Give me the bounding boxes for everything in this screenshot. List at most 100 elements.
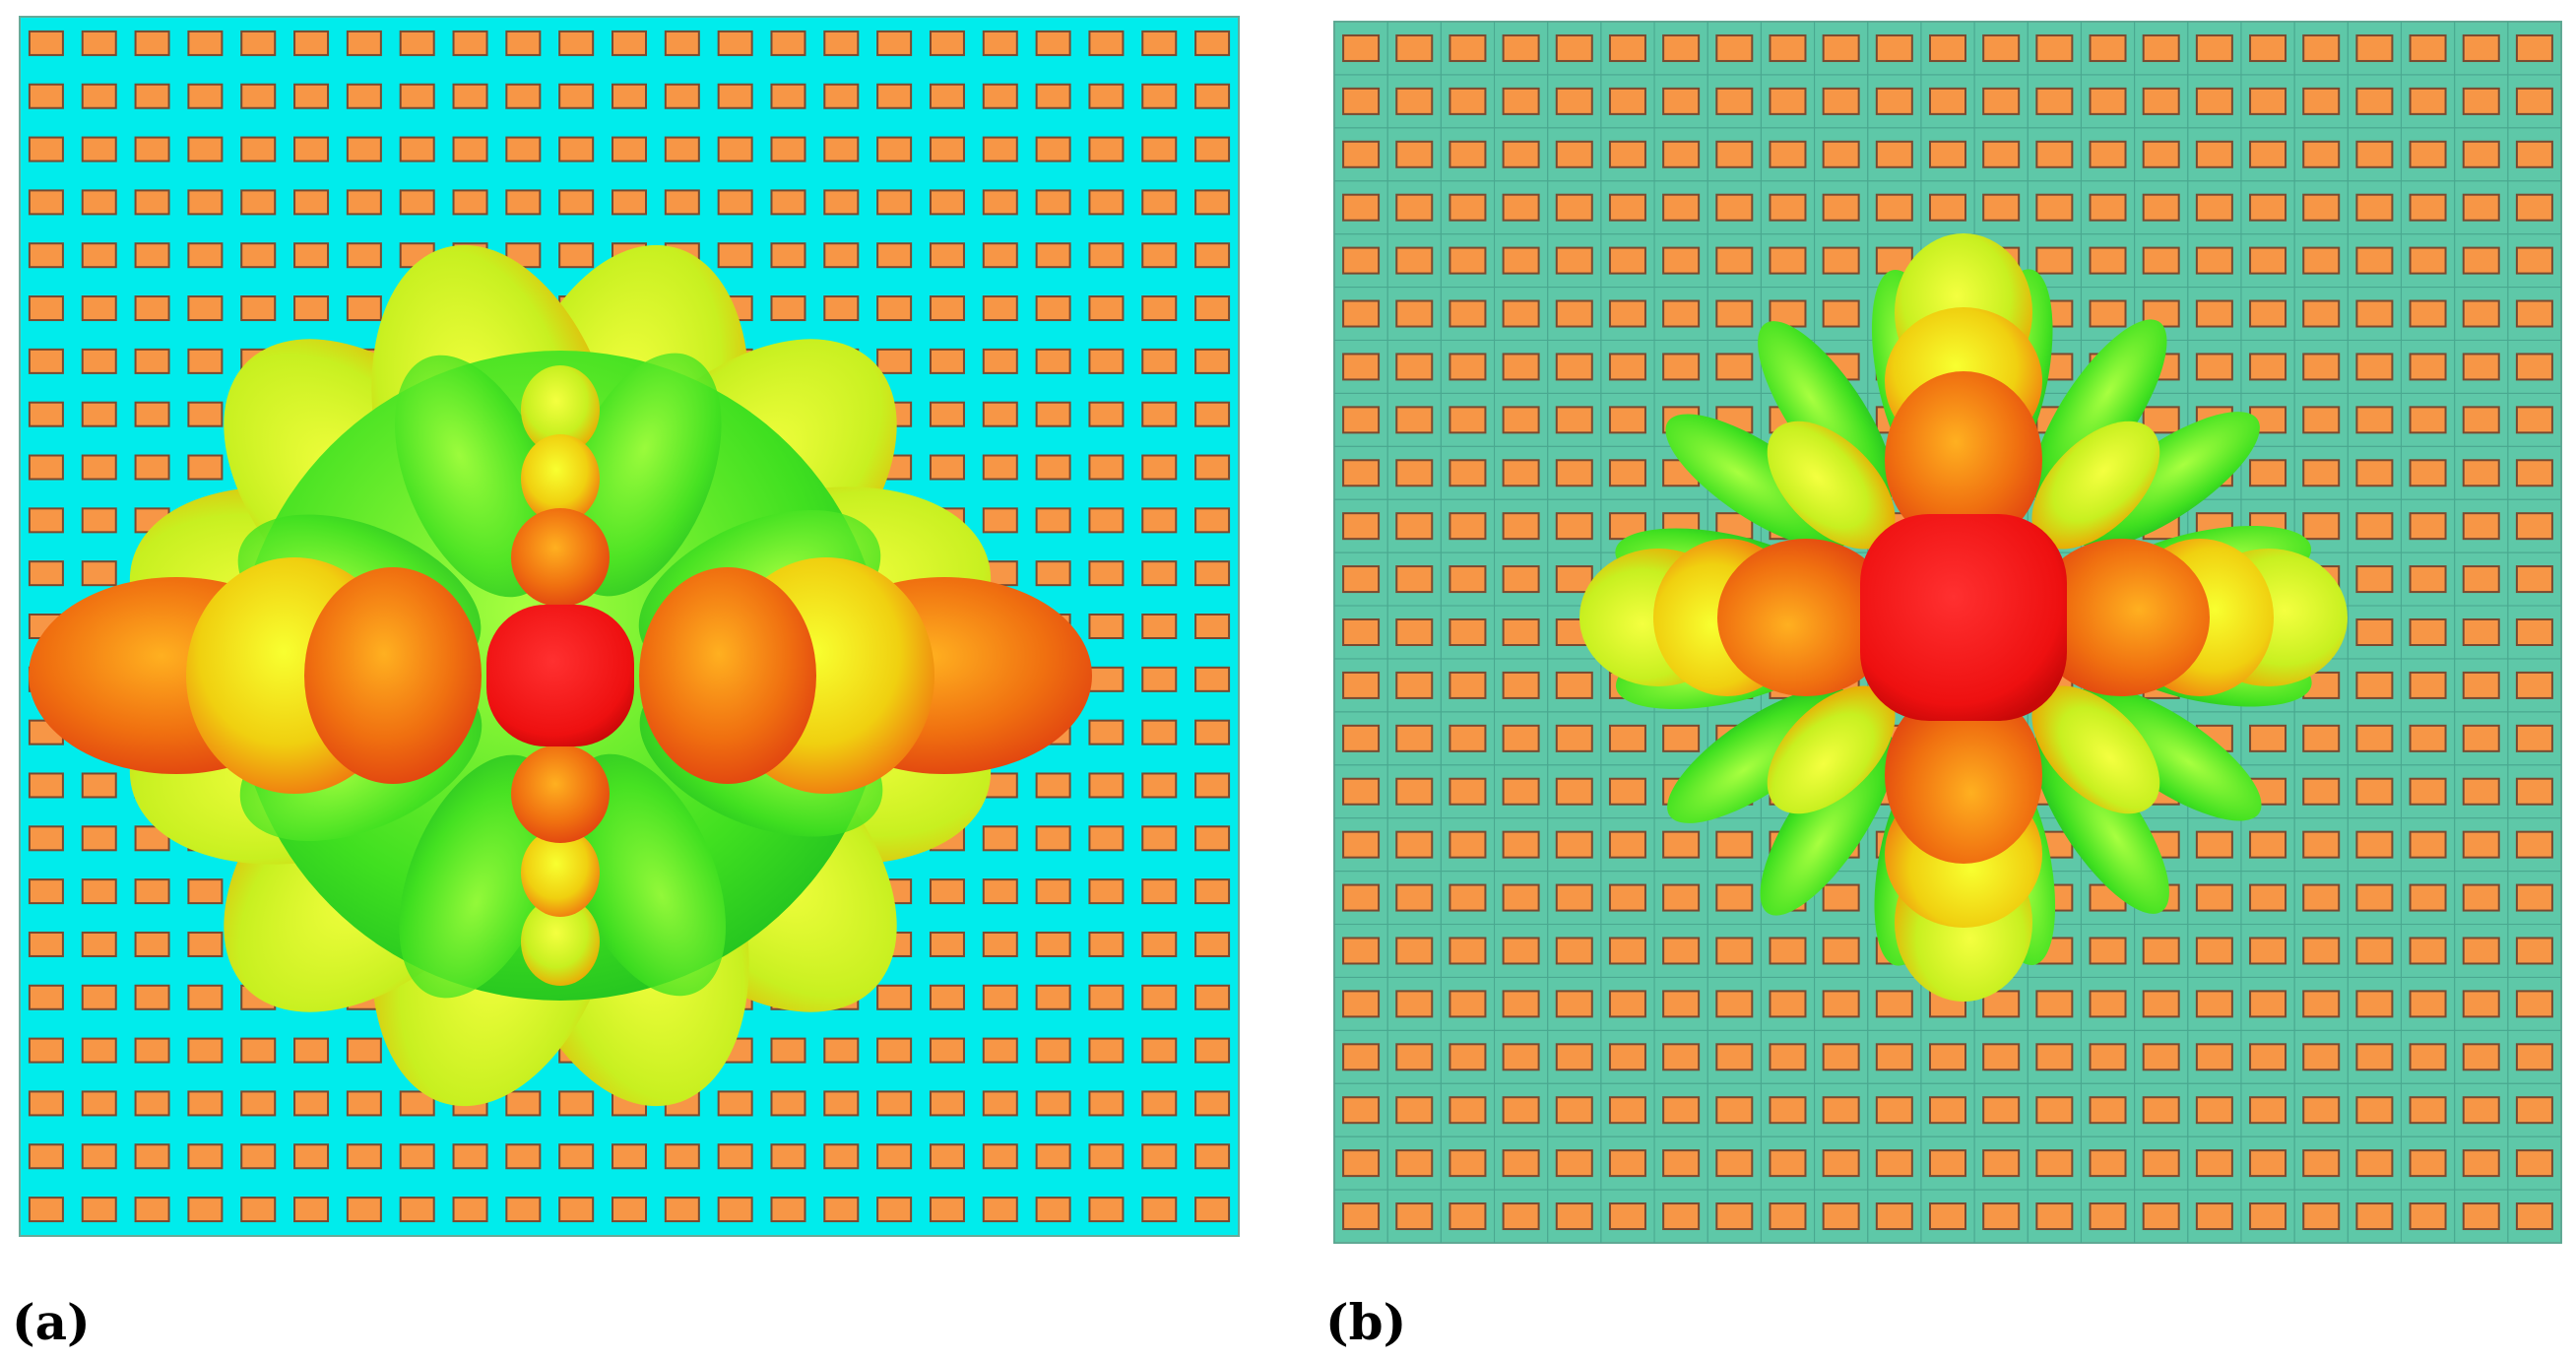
patch: [2302, 246, 2341, 275]
patch: [2249, 1096, 2287, 1125]
patch: [1929, 140, 1966, 168]
patch: [1395, 618, 1434, 646]
patch: [876, 1197, 913, 1223]
patch: [2409, 990, 2447, 1018]
patch: [1342, 1096, 1381, 1125]
patch: [2355, 193, 2394, 222]
patch: [2302, 459, 2341, 487]
patch: [982, 1090, 1018, 1117]
patch: [2355, 883, 2394, 912]
patch: [399, 30, 435, 56]
patch: [1194, 931, 1231, 957]
patch: [28, 401, 64, 427]
patch: [187, 878, 224, 905]
patch: [28, 348, 64, 374]
patch: [2409, 1202, 2447, 1231]
patch: [770, 136, 806, 162]
patch: [1088, 931, 1125, 957]
patch: [2409, 937, 2447, 965]
patch: [1141, 30, 1178, 56]
patch: [505, 1197, 542, 1223]
patch: [1088, 136, 1125, 162]
patch: [134, 189, 170, 216]
patch: [1141, 401, 1178, 427]
patch: [1715, 883, 1754, 912]
patch: [929, 242, 965, 269]
patch: [664, 1143, 700, 1170]
patch: [1395, 299, 1434, 328]
patch: [1662, 1096, 1701, 1125]
patch: [2142, 1149, 2180, 1178]
patch: [1502, 990, 1540, 1018]
patch: [187, 189, 224, 216]
patch: [452, 136, 488, 162]
patch: [1608, 724, 1646, 752]
patch: [1822, 883, 1860, 912]
patch: [1662, 990, 1701, 1018]
lobe: [511, 508, 610, 607]
patch: [2515, 87, 2553, 115]
patch: [982, 1143, 1018, 1170]
patch: [187, 348, 224, 374]
patch: [1662, 246, 1701, 275]
patch: [1449, 1096, 1487, 1125]
patch: [1342, 140, 1381, 168]
patch: [81, 560, 117, 587]
patch: [1395, 990, 1434, 1018]
patch: [81, 825, 117, 852]
patch: [1502, 777, 1540, 806]
patch: [1608, 1149, 1646, 1178]
patch: [770, 1143, 806, 1170]
patch: [2462, 565, 2500, 594]
patch: [1449, 246, 1487, 275]
patch: [1929, 87, 1966, 115]
patch: [1035, 931, 1071, 957]
patch: [1035, 295, 1071, 322]
patch: [134, 348, 170, 374]
patch: [2089, 1096, 2127, 1125]
patch: [1035, 560, 1071, 587]
patch: [1449, 830, 1487, 859]
patch: [823, 1090, 860, 1117]
patch: [1088, 242, 1125, 269]
patch: [2355, 565, 2394, 594]
patch: [1662, 937, 1701, 965]
patch: [1662, 353, 1701, 381]
patch: [1929, 1149, 1966, 1178]
patch: [929, 136, 965, 162]
patch: [717, 136, 753, 162]
patch: [982, 931, 1018, 957]
patch: [28, 189, 64, 216]
patch: [2462, 1202, 2500, 1231]
patch: [2195, 990, 2233, 1018]
patch: [1141, 1037, 1178, 1064]
patch: [1875, 990, 1913, 1018]
patch: [770, 1037, 806, 1064]
patch: [1141, 614, 1178, 639]
patch: [240, 295, 277, 322]
patch: [2409, 512, 2447, 541]
patch: [2142, 1202, 2180, 1231]
patch: [505, 30, 542, 56]
patch: [293, 1197, 330, 1223]
patch: [81, 1143, 117, 1170]
patch: [1502, 937, 1540, 965]
patch: [187, 401, 224, 427]
patch: [1555, 565, 1593, 594]
patch: [1342, 990, 1381, 1018]
patch: [1608, 1202, 1646, 1231]
patch: [2089, 990, 2127, 1018]
patch: [187, 454, 224, 481]
patch: [558, 1143, 595, 1170]
patch: [452, 189, 488, 216]
patch: [770, 189, 806, 216]
patch: [1342, 1202, 1381, 1231]
patch: [2302, 512, 2341, 541]
patch: [2302, 1043, 2341, 1071]
patch: [2302, 353, 2341, 381]
patch: [346, 189, 382, 216]
patch: [929, 1037, 965, 1064]
patch: [1608, 830, 1646, 859]
patch: [2089, 1149, 2127, 1178]
patch: [2515, 937, 2553, 965]
